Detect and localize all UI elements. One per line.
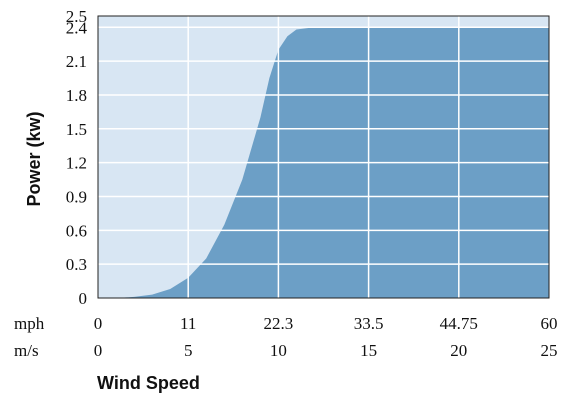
x-tick-label: 44.75: [440, 314, 478, 333]
y-tick-label: 1.5: [66, 120, 87, 139]
x-tick-label: 11: [180, 314, 196, 333]
y-tick-label: 0.6: [66, 221, 87, 240]
x-tick-label: 0: [94, 341, 103, 360]
x-tick-label: 33.5: [354, 314, 384, 333]
x-tick-label: 0: [94, 314, 103, 333]
x-axis-label: Wind Speed: [97, 373, 200, 393]
y-tick-label: 1.2: [66, 154, 87, 173]
plot-frame: [97, 15, 550, 299]
x-tick-label: 5: [184, 341, 193, 360]
gridlines: [98, 16, 549, 298]
y-tick-label: 0.3: [66, 255, 87, 274]
x-tick-label: 10: [270, 341, 287, 360]
y-axis-label: Power (kw): [24, 111, 44, 206]
x-axis-ticks: mph 0 11 22.3 33.5 44.75 60 m/s 0 5 10 15 20 25: [14, 314, 558, 360]
x-tick-label: 15: [360, 341, 377, 360]
y-tick-label: 0: [79, 289, 88, 308]
x-unit-label: m/s: [14, 341, 39, 360]
x-tick-label: 25: [541, 341, 558, 360]
x-tick-label: 22.3: [264, 314, 294, 333]
y-axis-ticks: 0 0.3 0.6 0.9 1.2 1.5 1.8 2.1 2.42.5: [66, 7, 88, 308]
y-tick-label: 0.9: [66, 187, 87, 206]
y-tick-label: 2.5: [66, 7, 87, 26]
x-tick-label: 20: [450, 341, 467, 360]
x-unit-label: mph: [14, 314, 45, 333]
y-tick-label: 1.8: [66, 86, 87, 105]
y-tick-label: 2.1: [66, 52, 87, 71]
x-tick-label: 60: [541, 314, 558, 333]
y-tick-label: 2.4: [66, 18, 88, 37]
